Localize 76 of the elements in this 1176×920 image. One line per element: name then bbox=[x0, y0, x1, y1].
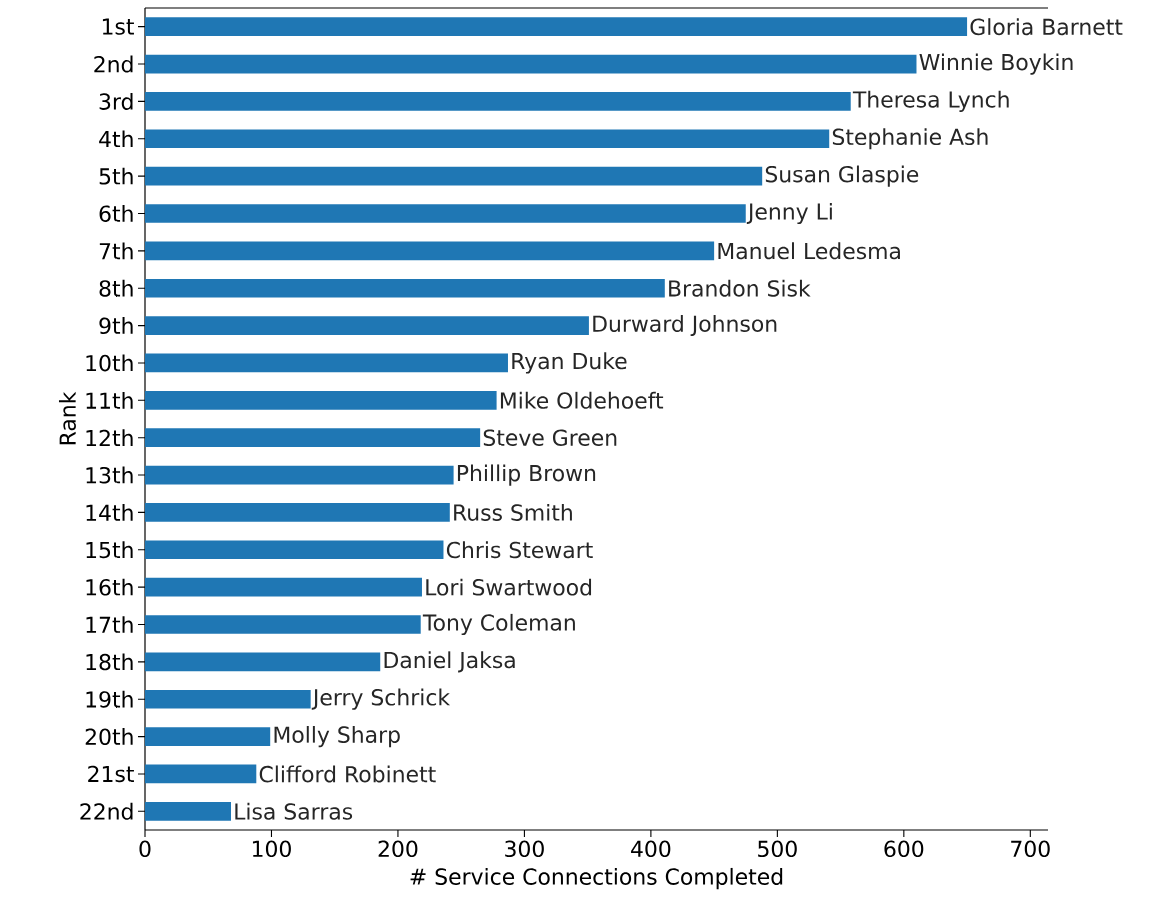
annotation: Durward Johnson bbox=[593, 315, 777, 337]
annotation: Manuel Ledesma bbox=[718, 242, 900, 260]
y-tick-label: 6th bbox=[99, 205, 133, 222]
annotation: Jenny Li bbox=[746, 202, 832, 225]
x-tick-label: 600 bbox=[884, 840, 924, 858]
x-tick-label: 0 bbox=[139, 840, 151, 858]
bar bbox=[145, 503, 450, 522]
y-tick-label: 12th bbox=[86, 429, 133, 446]
bar bbox=[145, 540, 444, 560]
y-tick-label: 8th bbox=[99, 279, 133, 297]
bar bbox=[145, 764, 257, 784]
annotation: Lori Swartwood bbox=[426, 578, 592, 596]
annotation: Russ Smith bbox=[454, 503, 572, 521]
bar bbox=[145, 316, 589, 335]
y-tick-label: 1st bbox=[102, 18, 134, 35]
annotation: Ryan Duke bbox=[512, 352, 627, 374]
annotation: Jerry Schrick bbox=[311, 688, 451, 710]
y-tick-label: 5th bbox=[99, 167, 133, 185]
annotation: Theresa Lynch bbox=[852, 90, 1009, 113]
x-tick-label: 300 bbox=[505, 840, 544, 858]
annotation: Clifford Robinett bbox=[259, 765, 436, 783]
y-tick-label: 19th bbox=[86, 690, 133, 708]
y-tick-label: 10th bbox=[86, 354, 133, 372]
bar bbox=[145, 428, 481, 448]
y-tick-label: 13th bbox=[86, 466, 133, 484]
annotation: Tony Coleman bbox=[422, 613, 575, 636]
x-axis-title: # Service Connections Completed bbox=[410, 867, 783, 890]
annotation: Mike Oldehoeft bbox=[500, 391, 664, 409]
bar bbox=[145, 689, 311, 709]
x-tick-label: 400 bbox=[631, 840, 671, 858]
y-tick-label: 20th bbox=[85, 728, 133, 746]
bar bbox=[145, 390, 497, 410]
y-tick-label: 15th bbox=[86, 541, 133, 559]
y-axis-title: Rank bbox=[58, 391, 76, 445]
bar bbox=[145, 278, 665, 298]
y-tick-label: 16th bbox=[86, 578, 133, 596]
annotation: Stephanie Ash bbox=[832, 128, 988, 150]
x-tick-label: 500 bbox=[758, 840, 797, 858]
y-tick-label: 11th bbox=[86, 391, 133, 409]
bar bbox=[145, 465, 454, 485]
bar bbox=[145, 166, 763, 186]
bar bbox=[145, 577, 422, 597]
bar bbox=[145, 727, 271, 746]
x-tick-label: 100 bbox=[252, 840, 291, 858]
bar bbox=[145, 353, 508, 373]
annotation: Gloria Barnett bbox=[970, 18, 1123, 36]
bar bbox=[145, 204, 746, 223]
y-tick-label: 4th bbox=[99, 130, 133, 148]
y-tick-label: 17th bbox=[86, 616, 133, 633]
y-tick-label: 3rd bbox=[99, 92, 133, 110]
annotation: Brandon Sisk bbox=[669, 279, 811, 297]
bar bbox=[145, 801, 231, 821]
annotation: Chris Stewart bbox=[446, 541, 593, 559]
y-tick-label: 14th bbox=[86, 504, 133, 521]
annotation: Phillip Brown bbox=[457, 464, 596, 486]
annotation: Molly Sharp bbox=[274, 725, 400, 748]
y-tick-label: 22nd bbox=[80, 802, 133, 820]
annotation: Steve Green bbox=[483, 429, 617, 446]
annotation: Lisa Sarras bbox=[235, 802, 353, 820]
bar bbox=[145, 92, 851, 111]
annotation: Susan Glaspie bbox=[765, 165, 919, 187]
bar bbox=[145, 652, 381, 672]
y-tick-label: 9th bbox=[99, 317, 133, 335]
bar bbox=[145, 129, 830, 149]
bar bbox=[145, 241, 715, 261]
bar bbox=[145, 17, 968, 37]
y-tick-label: 2nd bbox=[94, 55, 133, 73]
annotation: Winnie Boykin bbox=[919, 53, 1073, 75]
y-tick-label: 18th bbox=[86, 653, 133, 671]
y-tick-label: 7th bbox=[99, 242, 133, 260]
x-tick-label: 200 bbox=[378, 840, 418, 858]
bar bbox=[145, 615, 421, 634]
y-tick-label: 21st bbox=[88, 765, 134, 783]
x-tick-label: 700 bbox=[1011, 840, 1050, 858]
annotation: Daniel Jaksa bbox=[384, 651, 515, 673]
bar bbox=[145, 54, 917, 74]
